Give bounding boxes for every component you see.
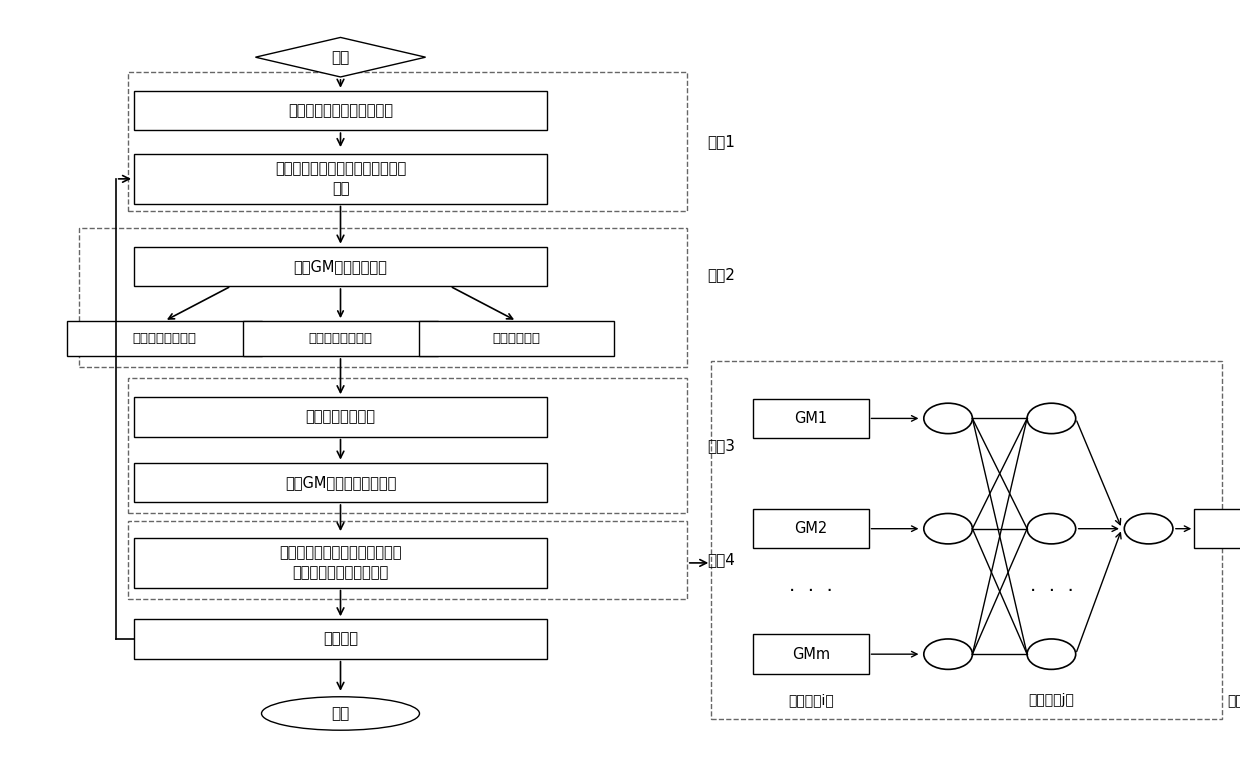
Ellipse shape	[262, 697, 419, 730]
Bar	[711, 362, 1221, 719]
Text: 建立微分模型方程: 建立微分模型方程	[309, 332, 372, 345]
Text: 筛选分析电能替代影响因子: 筛选分析电能替代影响因子	[288, 103, 393, 118]
Circle shape	[924, 514, 972, 544]
Text: GM1: GM1	[795, 411, 827, 426]
Text: ·  ·  ·: · · ·	[789, 582, 833, 601]
FancyBboxPatch shape	[753, 509, 868, 549]
Circle shape	[924, 404, 972, 434]
FancyBboxPatch shape	[134, 539, 547, 587]
FancyBboxPatch shape	[753, 399, 868, 438]
Text: 开始: 开始	[331, 50, 350, 64]
Text: 层，隐含层到输出层权值: 层，隐含层到输出层权值	[293, 565, 388, 580]
FancyBboxPatch shape	[134, 91, 547, 130]
Text: 步骤1: 步骤1	[708, 134, 735, 149]
Text: 建立GM灰度预测模型: 建立GM灰度预测模型	[294, 259, 387, 274]
FancyBboxPatch shape	[243, 321, 438, 356]
FancyBboxPatch shape	[134, 247, 547, 286]
Text: 确定神经网络模型输入层到隐含: 确定神经网络模型输入层到隐含	[279, 546, 402, 560]
Text: 隐含层（j）: 隐含层（j）	[1028, 693, 1074, 707]
Text: 步骤2: 步骤2	[708, 267, 735, 282]
FancyBboxPatch shape	[753, 635, 868, 674]
FancyBboxPatch shape	[419, 321, 614, 356]
FancyBboxPatch shape	[134, 154, 547, 203]
Text: 确定方程系数: 确定方程系数	[492, 332, 541, 345]
Text: 输出层（k）: 输出层（k）	[1226, 693, 1240, 707]
FancyBboxPatch shape	[134, 619, 547, 659]
FancyBboxPatch shape	[134, 397, 547, 437]
FancyBboxPatch shape	[67, 321, 262, 356]
Bar	[128, 71, 687, 211]
Text: 确定输入变量序列: 确定输入变量序列	[133, 332, 196, 345]
Polygon shape	[255, 37, 425, 77]
Circle shape	[1027, 404, 1076, 434]
Text: 步骤4: 步骤4	[708, 553, 735, 567]
Circle shape	[1125, 514, 1173, 544]
Text: 步骤3: 步骤3	[708, 438, 735, 453]
FancyBboxPatch shape	[134, 462, 547, 502]
Bar	[79, 227, 687, 368]
Text: 输出结果: 输出结果	[322, 632, 358, 646]
Circle shape	[924, 639, 972, 670]
Circle shape	[1027, 514, 1076, 544]
FancyBboxPatch shape	[1194, 509, 1240, 549]
Bar	[128, 378, 687, 514]
Circle shape	[1027, 639, 1076, 670]
Text: 得到GM灰色预测结构序列: 得到GM灰色预测结构序列	[285, 475, 397, 490]
Text: GMm: GMm	[791, 646, 830, 662]
Text: 确定影响力因子与电能替代潜力关: 确定影响力因子与电能替代潜力关	[275, 161, 407, 176]
Text: ·  ·  ·: · · ·	[1029, 582, 1074, 601]
Text: GM2: GM2	[794, 521, 827, 536]
Text: 结束: 结束	[331, 706, 350, 721]
Text: 系式: 系式	[332, 182, 350, 196]
Text: 求解时间响应方程: 求解时间响应方程	[305, 410, 376, 424]
Text: 输入层（i）: 输入层（i）	[787, 693, 833, 707]
Bar	[128, 521, 687, 599]
